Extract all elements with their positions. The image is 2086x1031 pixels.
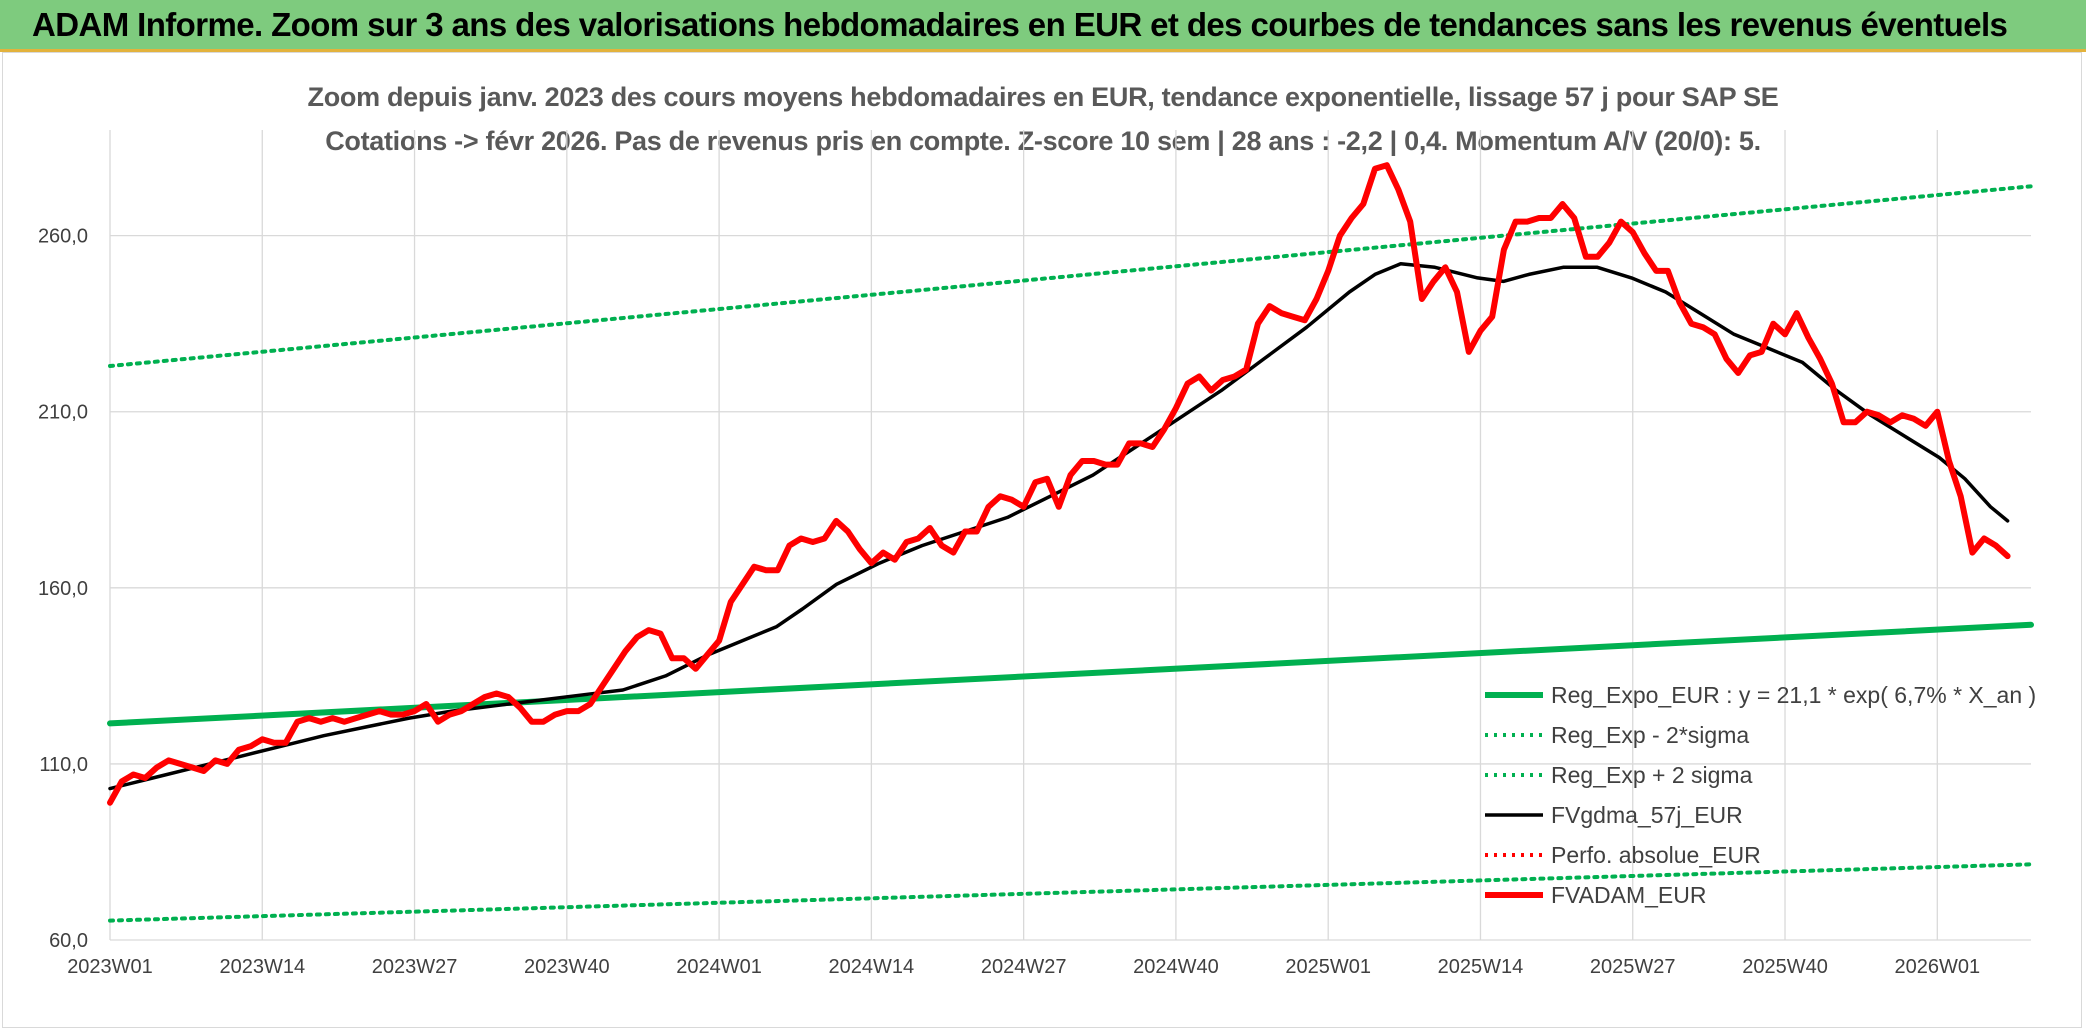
x-tick-label: 2025W40 — [1742, 956, 1828, 978]
x-tick-label: 2023W27 — [372, 956, 458, 978]
x-tick-label: 2025W14 — [1438, 956, 1524, 978]
legend-label: Reg_Exp + 2 sigma — [1551, 762, 1753, 788]
y-tick-label: 60,0 — [49, 930, 88, 952]
y-tick-label: 210,0 — [38, 402, 88, 424]
series-line-2 — [108, 184, 2033, 368]
legend-label: FVADAM_EUR — [1551, 882, 1707, 908]
y-tick-label: 160,0 — [38, 578, 88, 600]
header-banner: ADAM Informe. Zoom sur 3 ans des valoris… — [0, 0, 2086, 52]
series-line-3 — [108, 262, 2010, 791]
series-line-1 — [108, 862, 2033, 923]
x-tick-label: 2024W40 — [1133, 956, 1219, 978]
x-tick-label: 2023W01 — [67, 956, 153, 978]
x-tick-label: 2024W27 — [981, 956, 1067, 978]
series-line-0 — [107, 621, 2034, 727]
chart-frame — [2, 52, 2082, 1028]
legend-label: FVgdma_57j_EUR — [1551, 802, 1743, 828]
legend-label: Reg_Expo_EUR : y = 21,1 * exp( 6,7% * X_… — [1551, 682, 2036, 708]
x-tick-label: 2024W14 — [829, 956, 915, 978]
legend-label: Perfo. absolue_EUR — [1551, 842, 1761, 868]
x-tick-label: 2024W01 — [676, 956, 762, 978]
x-tick-label: 2025W27 — [1590, 956, 1676, 978]
chart-subtitle: Cotations -> févr 2026. Pas de revenus p… — [325, 126, 1761, 156]
x-tick-label: 2026W01 — [1894, 956, 1980, 978]
series-line-5 — [107, 162, 2011, 806]
x-tick-label: 2023W14 — [219, 956, 305, 978]
y-tick-label: 260,0 — [38, 226, 88, 248]
y-tick-label: 110,0 — [39, 754, 88, 776]
page-title: ADAM Informe. Zoom sur 3 ans des valoris… — [32, 6, 2008, 43]
legend-label: Reg_Exp - 2*sigma — [1551, 722, 1749, 748]
chart-title: Zoom depuis janv. 2023 des cours moyens … — [307, 82, 1779, 112]
x-tick-label: 2023W40 — [524, 956, 610, 978]
x-tick-label: 2025W01 — [1285, 956, 1371, 978]
